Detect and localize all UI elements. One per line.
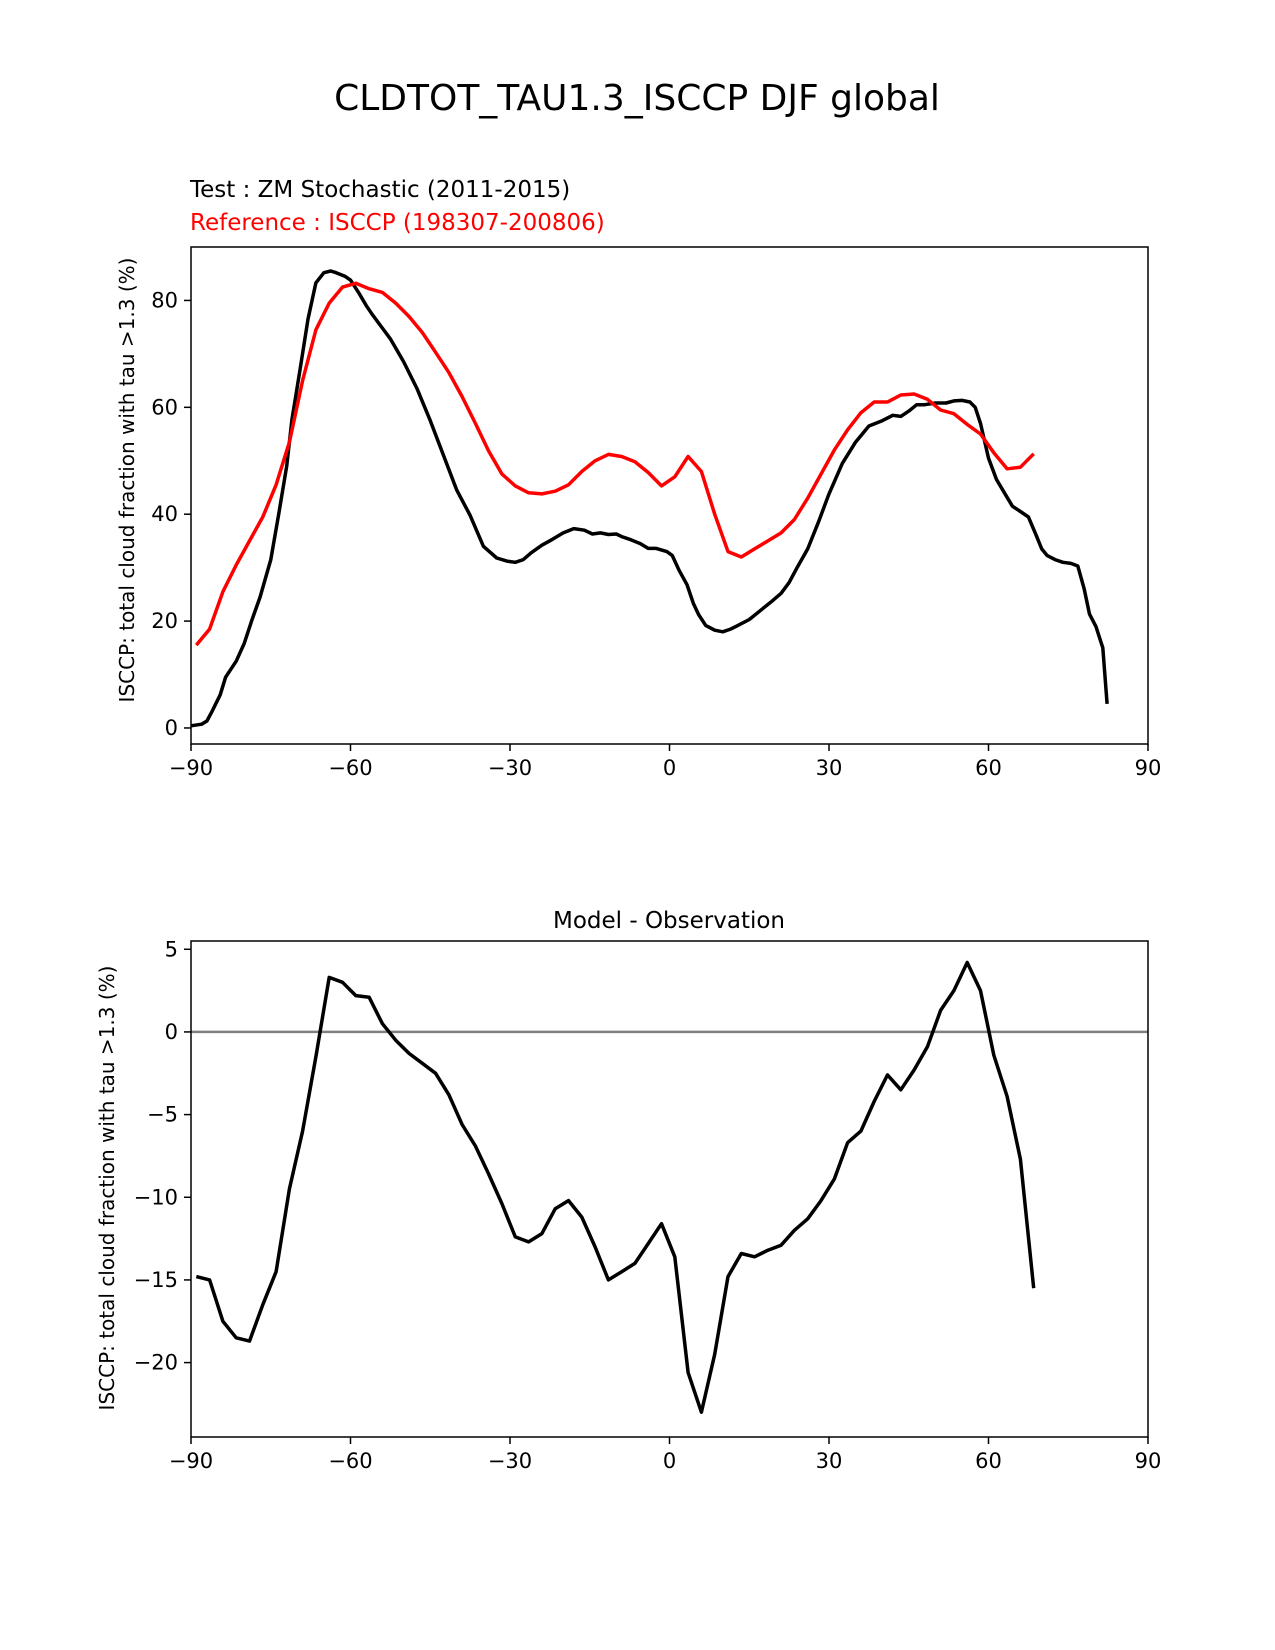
x-tick-label: 30 [816,756,843,780]
y-tick-label: 20 [151,609,178,633]
y-tick-label: 0 [165,716,178,740]
x-tick-label: 90 [1135,1449,1162,1473]
y-tick-label: 80 [151,288,178,312]
y-tick-label: 5 [165,937,178,961]
x-tick-label: 0 [663,1449,676,1473]
bottom-chart-title: Model - Observation [553,908,785,934]
bottom-chart: Model - Observation ISCCP: total cloud f… [95,908,1161,1473]
x-tick-label: −30 [488,1449,532,1473]
x-tick-label: −60 [328,1449,372,1473]
series-line-0 [195,960,1036,1414]
figure-suptitle: CLDTOT_TAU1.3_ISCCP DJF global [334,78,940,119]
x-tick-label: 60 [975,756,1002,780]
top-y-axis-label: ISCCP: total cloud fraction with tau >1.… [115,258,139,703]
bottom-axes-frame [190,940,1149,1438]
test-label: Test : ZM Stochastic (2011-2015) [189,177,570,203]
reference-label: Reference : ISCCP (198307-200806) [190,210,605,236]
x-tick-label: −90 [169,1449,213,1473]
top-plot-area: −90 −60 −30 0 30 60 90 0 20 40 60 80 [151,269,1162,780]
y-tick-label: −5 [147,1103,178,1127]
bottom-y-axis-label: ISCCP: total cloud fraction with tau >1.… [95,966,119,1411]
y-tick-label: 60 [151,395,178,419]
bottom-plot-area: −90 −60 −30 0 30 60 90 −20 −15 −10 −5 0 5 [134,937,1162,1473]
x-tick-label: −30 [488,756,532,780]
x-tick-label: 90 [1135,756,1162,780]
y-tick-label: −10 [134,1185,178,1209]
x-tick-label: −60 [328,756,372,780]
x-tick-label: 0 [663,756,676,780]
y-tick-label: 0 [165,1020,178,1044]
y-tick-label: −15 [134,1268,178,1292]
top-axes-frame [190,246,1149,745]
y-tick-label: 40 [151,502,178,526]
y-tick-label: −20 [134,1351,178,1375]
x-tick-label: −90 [169,756,213,780]
series-line-0 [190,269,1109,728]
series-line-1 [194,281,1035,647]
x-tick-label: 60 [975,1449,1002,1473]
top-chart: Test : ZM Stochastic (2011-2015) Referen… [115,177,1161,780]
x-tick-label: 30 [816,1449,843,1473]
